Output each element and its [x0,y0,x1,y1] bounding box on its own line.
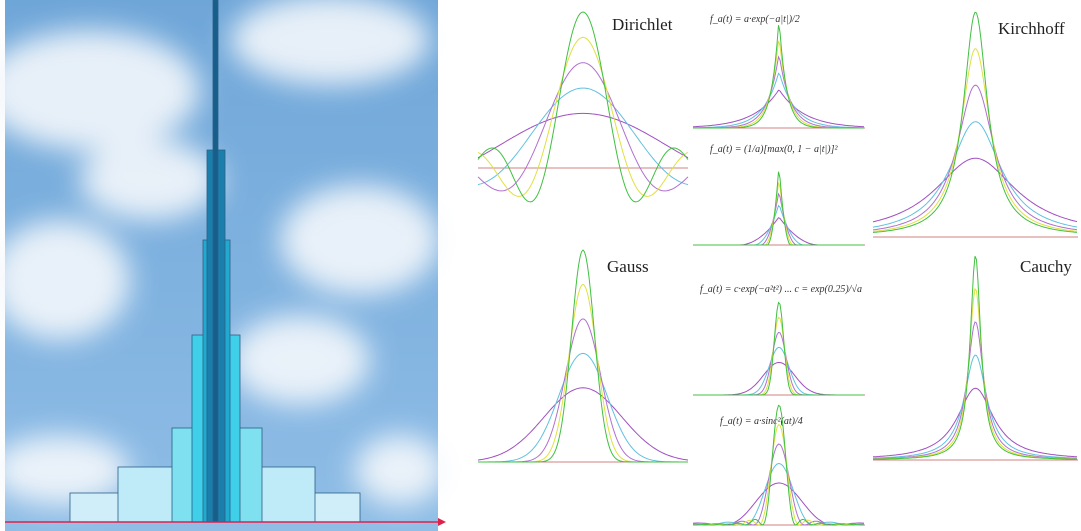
tower-panel [0,0,446,531]
kernel-curve [693,25,864,129]
kernel-curve [477,112,689,159]
formula: f_a(t) = c·exp(−a²t²) ... c = exp(0.25)/… [700,284,862,295]
tower [69,0,361,523]
kernel-curve [693,316,864,396]
kernel-curve [692,72,865,129]
kernel-curve [693,331,864,396]
kernel-curve [477,62,689,192]
kernel-curve [693,171,864,246]
kernel-curve [873,321,1078,460]
kernel-curve [477,36,689,197]
kernel-curve [693,217,864,246]
kernel-panel: Dirichlet Gauss Kirchhoff Cauchy f_a(t) … [477,11,1078,526]
kernel-curve [872,84,1078,231]
kernel-curve [872,121,1078,228]
axis-arrow [438,518,446,526]
kernel-curve [692,89,865,128]
kernel-curve [692,443,865,526]
kernel-curve [693,362,864,396]
label: Dirichlet [612,15,673,34]
kernel-curve [478,283,688,463]
kernel-curve [692,482,864,526]
kernel-curve [693,55,864,129]
formula: f_a(t) = a·sinc²(at)/4 [720,416,803,427]
kernel-curve [872,157,1078,223]
kernel-curve [478,318,688,463]
kernel-curve [693,204,864,246]
formula: f_a(t) = a·exp(−a|t|)/2 [710,14,800,25]
kernel-curve [693,346,864,396]
kernel-curve [873,256,1078,460]
formula: f_a(t) = (1/a)[max(0, 1 − a|t|)]² [710,144,839,155]
kernel-curve [872,48,1078,232]
clouds [0,0,445,505]
kernel-curve [477,87,689,186]
kernel-curve [873,354,1077,459]
kernel-curve [478,249,688,463]
kernel-curve [477,11,689,203]
kernel-curve [478,352,688,463]
kernel-curve [872,11,1078,233]
label: Gauss [607,257,649,276]
kernel-curve [692,404,865,526]
label: Kirchhoff [998,19,1065,38]
kernel-curve [693,182,864,246]
kernel-curve [693,301,864,396]
kernel-curve [693,462,865,526]
kernel-curve [693,40,864,129]
kernel-curve [873,287,1078,460]
kernel-curve [692,424,865,526]
label: Cauchy [1020,257,1072,276]
kernel-curve [872,387,1078,458]
kernel-curve [477,387,689,461]
kernel-curve [693,192,864,246]
